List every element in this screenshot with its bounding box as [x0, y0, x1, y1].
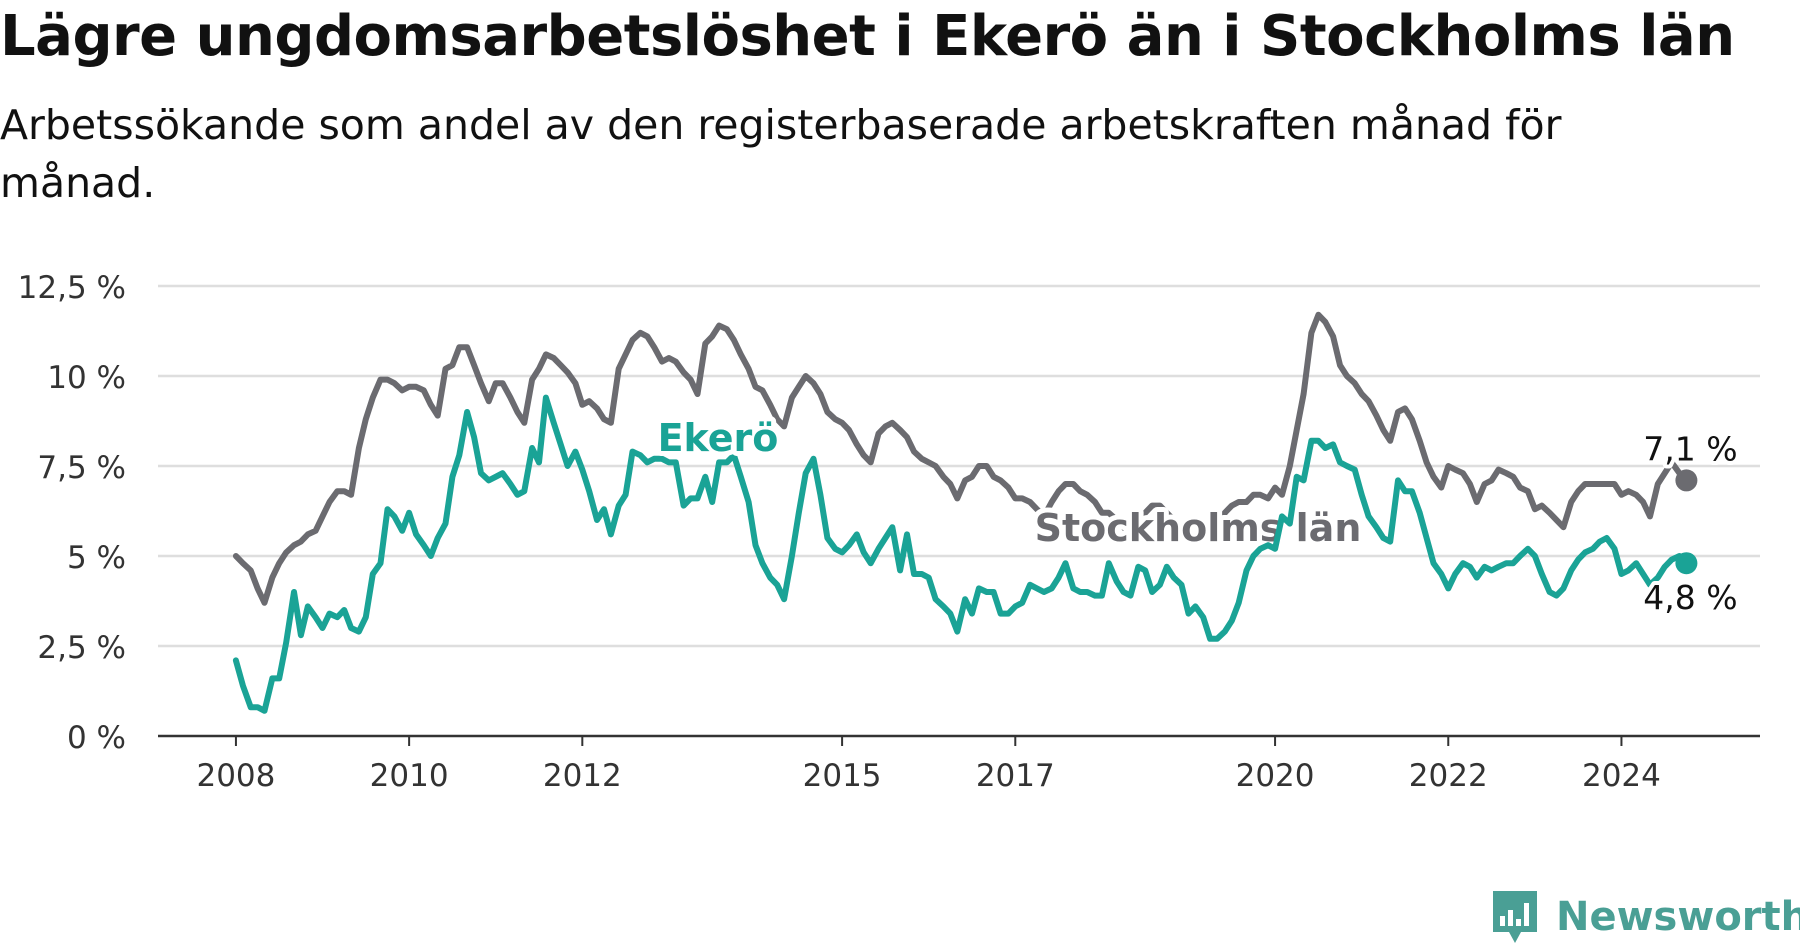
x-tick-label: 2012	[543, 758, 622, 794]
series-line-stockholms-l-n	[232, 311, 1690, 606]
x-tick-label: 2024	[1582, 758, 1661, 794]
y-tick-label: 5 %	[67, 540, 126, 576]
brand-name: Newsworthy	[1556, 894, 1800, 940]
series-label-eker: Ekerö	[658, 416, 779, 460]
series-end-marker-stockholms-l-n	[1675, 469, 1698, 492]
y-tick-label: 12,5 %	[18, 270, 126, 306]
x-tick-label: 2010	[370, 758, 449, 794]
x-tick-label: 2017	[976, 758, 1055, 794]
series-line-eker	[232, 394, 1690, 714]
x-tick-label: 2022	[1409, 758, 1488, 794]
y-tick-label: 2,5 %	[37, 630, 126, 666]
chart-title: Lägre ungdomsarbetslöshet i Ekerö än i S…	[0, 4, 1735, 69]
series-end-marker-eker	[1675, 552, 1698, 575]
x-tick-label: 2015	[803, 758, 882, 794]
x-tick-label: 2008	[196, 758, 275, 794]
series-end-label-eker: 4,8 %	[1643, 578, 1737, 617]
y-tick-label: 10 %	[47, 360, 126, 396]
series-end-label-stockholms-l-n: 7,1 %	[1643, 429, 1737, 468]
newsworthy-logo: Newsworthy	[1490, 888, 1800, 946]
x-tick-label: 2020	[1236, 758, 1315, 794]
y-tick-label: 7,5 %	[37, 450, 126, 486]
newsworthy-bar-chart-icon	[1493, 891, 1537, 943]
y-tick-label: 0 %	[67, 720, 126, 756]
series-label-stockholms-l-n: Stockholms län	[1035, 506, 1362, 550]
chart-subtitle: Arbetssökande som andel av den registerb…	[0, 101, 1562, 207]
